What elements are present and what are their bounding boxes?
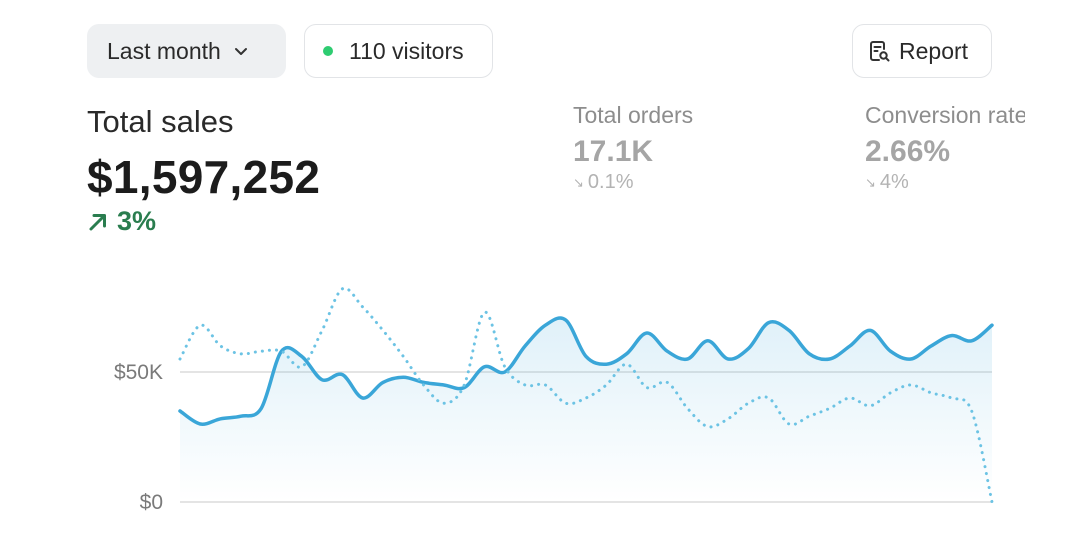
- series-line-current-period: [178, 316, 994, 426]
- period-selector-button[interactable]: Last month: [87, 24, 286, 78]
- metric-total-orders: Total orders 17.1K ↘ 0.1%: [573, 102, 693, 194]
- visitors-badge[interactable]: 110 visitors: [304, 24, 493, 78]
- metric-change-value: 0.1%: [587, 171, 634, 193]
- sales-line-chart: $0 $50K: [114, 286, 994, 514]
- report-button[interactable]: Report: [852, 24, 992, 78]
- metric-change: ↘ 4%: [865, 171, 1025, 194]
- arrow-down-right-icon: ↘: [865, 174, 876, 190]
- report-label: Report: [899, 37, 969, 64]
- report-search-icon: [870, 41, 890, 62]
- arrow-down-right-icon: ↘: [573, 174, 584, 190]
- total-sales-value: $1,597,252: [87, 151, 321, 203]
- metric-value: 2.66%: [865, 135, 951, 168]
- total-sales-label: Total sales: [87, 104, 234, 139]
- chevron-down-icon: [234, 48, 247, 55]
- metric-change-value: 4%: [879, 171, 909, 193]
- metric-change: ↘ 0.1%: [573, 171, 693, 194]
- visitors-label: 110 visitors: [349, 37, 464, 64]
- total-sales-change: 3%: [87, 206, 156, 237]
- status-dot-icon: [323, 46, 333, 56]
- total-sales-change-value: 3%: [117, 206, 157, 236]
- metric-label: Conversion rate: [865, 102, 1025, 128]
- y-tick-label: $0: [140, 491, 163, 514]
- series-area-fill: [180, 318, 992, 502]
- metric-label: Total orders: [573, 102, 694, 128]
- series-line-previous-period: [178, 286, 994, 504]
- period-label: Last month: [107, 37, 221, 64]
- metric-conversion-rate: Conversion rate 2.66% ↘ 4%: [865, 102, 1025, 194]
- y-tick-label: $50K: [114, 361, 163, 384]
- metric-value: 17.1K: [573, 135, 654, 168]
- arrow-up-right-icon: [89, 213, 106, 230]
